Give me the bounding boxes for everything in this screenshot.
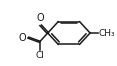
Text: CH₃: CH₃: [99, 29, 115, 37]
Text: O: O: [19, 33, 26, 43]
Text: O: O: [36, 13, 44, 23]
Text: Cl: Cl: [35, 51, 44, 60]
